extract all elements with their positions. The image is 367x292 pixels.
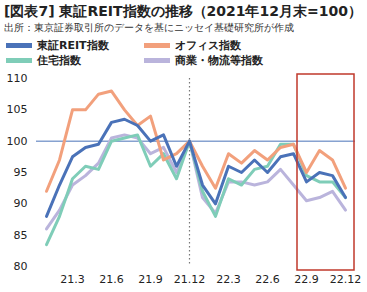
svg-text:90: 90 [14, 197, 28, 210]
html-text:商業・物流等指数: 商業・物流等指数 [175, 54, 263, 67]
html-text:出所：東京証券取引所のデータを基にニッセイ基礎研究所が作成: 出所：東京証券取引所のデータを基にニッセイ基礎研究所が作成 [4, 22, 294, 33]
svg-text:21.9: 21.9 [138, 273, 163, 286]
html-text:[図表7] 東証REIT指数の推移（2021年12月末=10: [図表7] 東証REIT指数の推移（2021年12月末=100） [4, 3, 362, 19]
svg-text:22.9: 22.9 [294, 273, 319, 286]
svg-text:22.6: 22.6 [255, 273, 280, 286]
svg-text:95: 95 [14, 166, 28, 179]
html-text:オフィス指数: オフィス指数 [175, 39, 241, 52]
svg-text:85: 85 [14, 229, 28, 242]
svg-text:21.12: 21.12 [174, 273, 206, 286]
svg-text:21.3: 21.3 [60, 273, 85, 286]
svg-text:22.3: 22.3 [216, 273, 241, 286]
svg-text:22.12: 22.12 [330, 273, 362, 286]
svg-text:21.6: 21.6 [99, 273, 124, 286]
svg-text:100: 100 [7, 135, 28, 148]
svg-text:80: 80 [14, 260, 28, 273]
html-text:東証REIT指数: 東証REIT指数 [37, 39, 109, 52]
html-text:住宅指数: 住宅指数 [37, 54, 81, 67]
svg-text:110: 110 [7, 72, 28, 85]
svg-text:105: 105 [7, 103, 28, 116]
